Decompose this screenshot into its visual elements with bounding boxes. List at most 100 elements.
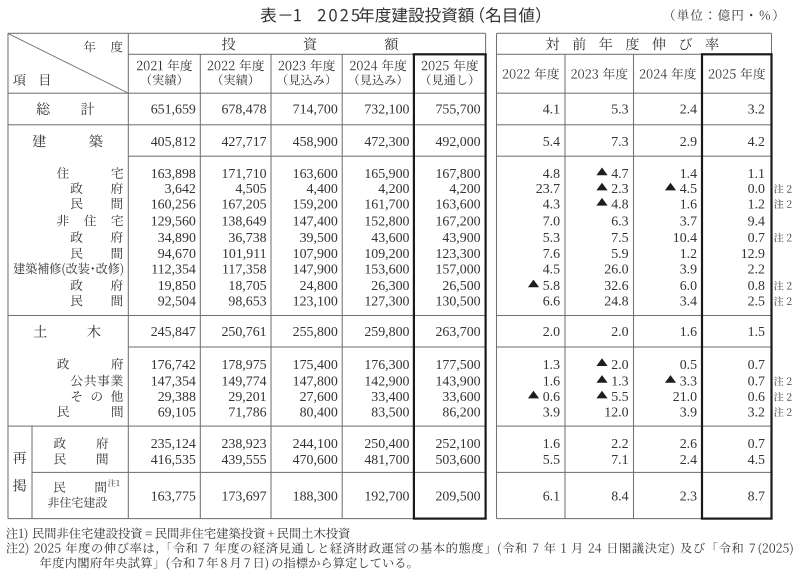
svg-text:94,670: 94,670	[158, 247, 196, 262]
svg-text:472,300: 472,300	[364, 135, 409, 150]
svg-text:152,800: 152,800	[364, 215, 409, 230]
svg-text:5.5: 5.5	[543, 453, 560, 468]
svg-text:6.6: 6.6	[543, 295, 560, 310]
svg-text:177,500: 177,500	[435, 358, 480, 373]
svg-text:167,800: 167,800	[435, 167, 480, 182]
svg-text:3.3: 3.3	[680, 375, 697, 390]
svg-text:8.4: 8.4	[611, 489, 628, 504]
svg-text:2.9: 2.9	[680, 135, 697, 150]
svg-text:678,478: 678,478	[221, 102, 266, 117]
svg-text:33,600: 33,600	[442, 390, 480, 405]
svg-text:12.9: 12.9	[741, 247, 765, 262]
svg-text:7.5: 7.5	[611, 231, 628, 246]
svg-text:3.2: 3.2	[748, 406, 765, 421]
svg-text:69,105: 69,105	[158, 406, 196, 421]
svg-text:43,900: 43,900	[442, 231, 480, 246]
svg-text:3.4: 3.4	[680, 295, 697, 310]
svg-text:98,653: 98,653	[228, 295, 266, 310]
svg-text:238,923: 238,923	[221, 437, 266, 452]
svg-text:2.0: 2.0	[611, 325, 628, 340]
svg-text:2.4: 2.4	[680, 453, 697, 468]
svg-text:244,100: 244,100	[293, 437, 338, 452]
svg-text:23.7: 23.7	[536, 182, 560, 197]
svg-text:3.2: 3.2	[748, 102, 765, 117]
svg-text:2.2: 2.2	[611, 437, 628, 452]
svg-text:86,200: 86,200	[442, 406, 480, 421]
svg-text:263,700: 263,700	[435, 325, 480, 340]
svg-text:159,200: 159,200	[293, 197, 338, 212]
svg-text:7.0: 7.0	[543, 215, 560, 230]
svg-text:147,354: 147,354	[151, 375, 196, 390]
svg-text:416,535: 416,535	[151, 453, 196, 468]
svg-text:5.3: 5.3	[543, 231, 560, 246]
svg-text:252,100: 252,100	[435, 437, 480, 452]
svg-text:147,400: 147,400	[293, 215, 338, 230]
svg-text:209,500: 209,500	[435, 489, 480, 504]
svg-text:245,847: 245,847	[151, 325, 196, 340]
svg-text:0.7: 0.7	[748, 375, 765, 390]
svg-text:107,900: 107,900	[293, 247, 338, 262]
svg-text:255,800: 255,800	[293, 325, 338, 340]
svg-text:458,900: 458,900	[293, 135, 338, 150]
svg-text:43,600: 43,600	[371, 231, 409, 246]
svg-text:9.4: 9.4	[748, 215, 765, 230]
svg-text:39,500: 39,500	[300, 231, 338, 246]
svg-text:160,256: 160,256	[151, 197, 196, 212]
svg-text:112,354: 112,354	[151, 262, 196, 277]
svg-text:188,300: 188,300	[293, 489, 338, 504]
svg-text:29,201: 29,201	[228, 390, 266, 405]
svg-text:7.3: 7.3	[611, 135, 628, 150]
svg-text:173,697: 173,697	[221, 489, 266, 504]
svg-text:755,700: 755,700	[435, 102, 480, 117]
svg-text:3.9: 3.9	[543, 406, 560, 421]
svg-text:2.0: 2.0	[543, 325, 560, 340]
svg-text:178,975: 178,975	[221, 358, 266, 373]
svg-text:1.2: 1.2	[680, 247, 697, 262]
svg-text:26.0: 26.0	[604, 262, 628, 277]
svg-text:1.3: 1.3	[543, 358, 560, 373]
svg-text:163,775: 163,775	[151, 489, 196, 504]
svg-text:176,742: 176,742	[151, 358, 196, 373]
svg-text:19,850: 19,850	[158, 279, 196, 294]
svg-text:34,890: 34,890	[158, 231, 196, 246]
svg-text:2.0: 2.0	[611, 358, 628, 373]
svg-text:5.3: 5.3	[611, 102, 628, 117]
svg-text:123,300: 123,300	[435, 247, 480, 262]
svg-text:4.5: 4.5	[748, 453, 765, 468]
svg-text:4.7: 4.7	[611, 167, 628, 182]
svg-text:24,800: 24,800	[300, 279, 338, 294]
svg-text:439,555: 439,555	[221, 453, 266, 468]
svg-text:2.4: 2.4	[680, 102, 697, 117]
svg-text:26,300: 26,300	[371, 279, 409, 294]
svg-text:92,504: 92,504	[158, 295, 196, 310]
svg-text:5.9: 5.9	[611, 247, 628, 262]
svg-text:5.8: 5.8	[543, 279, 560, 294]
svg-text:109,200: 109,200	[364, 247, 409, 262]
svg-text:6.3: 6.3	[611, 215, 628, 230]
svg-text:1.4: 1.4	[680, 167, 697, 182]
svg-text:12.0: 12.0	[604, 406, 628, 421]
svg-text:2.6: 2.6	[680, 437, 697, 452]
svg-text:130,500: 130,500	[435, 295, 480, 310]
svg-text:157,000: 157,000	[435, 262, 480, 277]
svg-text:0.8: 0.8	[748, 279, 765, 294]
svg-text:192,700: 192,700	[364, 489, 409, 504]
svg-text:2.3: 2.3	[680, 489, 697, 504]
svg-text:0.6: 0.6	[543, 390, 560, 405]
svg-text:2.3: 2.3	[611, 182, 628, 197]
svg-text:175,400: 175,400	[293, 358, 338, 373]
svg-text:123,100: 123,100	[293, 295, 338, 310]
svg-text:6.1: 6.1	[543, 489, 560, 504]
svg-text:29,388: 29,388	[158, 390, 196, 405]
svg-text:259,800: 259,800	[364, 325, 409, 340]
svg-text:405,812: 405,812	[151, 135, 196, 150]
svg-text:4.8: 4.8	[611, 197, 628, 212]
svg-text:503,600: 503,600	[435, 453, 480, 468]
svg-text:138,649: 138,649	[221, 215, 266, 230]
svg-text:3.9: 3.9	[680, 406, 697, 421]
svg-text:7.1: 7.1	[611, 453, 628, 468]
svg-text:470,600: 470,600	[293, 453, 338, 468]
svg-text:0.6: 0.6	[748, 390, 765, 405]
svg-text:24.8: 24.8	[604, 295, 628, 310]
svg-text:7.6: 7.6	[543, 247, 560, 262]
